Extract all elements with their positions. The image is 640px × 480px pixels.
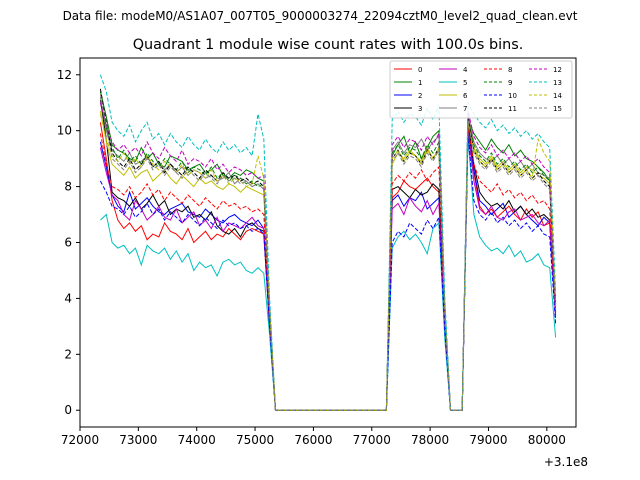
series-line-1 xyxy=(99,91,557,411)
legend-label: 2 xyxy=(418,92,422,100)
chart-title: Quadrant 1 module wise count rates with … xyxy=(133,37,524,53)
y-tick-label: 8 xyxy=(64,180,72,194)
series-line-11 xyxy=(99,88,557,411)
legend-label: 0 xyxy=(418,66,422,74)
series-line-4 xyxy=(99,130,557,411)
legend-label: 14 xyxy=(553,92,562,100)
x-tick-label: 80000 xyxy=(528,433,566,447)
series-line-2 xyxy=(99,130,557,411)
legend-label: 4 xyxy=(463,66,468,74)
legend-label: 6 xyxy=(463,92,468,100)
x-tick-label: 77000 xyxy=(353,433,391,447)
y-tick-label: 0 xyxy=(64,403,72,417)
legend-label: 12 xyxy=(553,66,562,74)
x-tick-label: 76000 xyxy=(294,433,332,447)
series-line-5 xyxy=(100,136,557,411)
legend-label: 10 xyxy=(508,92,517,100)
x-tick-label: 73000 xyxy=(119,433,157,447)
series-line-6 xyxy=(99,111,557,411)
figure-suptitle: Data file: modeM0/AS1A07_007T05_90000032… xyxy=(63,9,578,23)
x-offset-label: +3.1e8 xyxy=(544,455,588,469)
series-line-13 xyxy=(99,74,557,411)
x-tick-label: 78000 xyxy=(411,433,449,447)
x-tick-label: 79000 xyxy=(469,433,507,447)
legend-label: 1 xyxy=(418,79,422,87)
y-tick-label: 6 xyxy=(64,236,72,250)
x-tick-label: 75000 xyxy=(236,433,274,447)
legend-label: 7 xyxy=(463,105,467,113)
y-tick-label: 12 xyxy=(57,68,72,82)
legend-label: 13 xyxy=(553,79,562,87)
y-tick-label: 2 xyxy=(64,347,72,361)
x-axis: 72000 73000 74000 75000 76000 77000 78000 79000… xyxy=(61,427,566,447)
legend-box xyxy=(389,60,573,119)
y-tick-label: 4 xyxy=(64,291,72,305)
legend-label: 9 xyxy=(508,79,512,87)
series-line-14 xyxy=(99,113,557,411)
legend-label: 5 xyxy=(463,79,467,87)
legend-label: 8 xyxy=(508,66,512,74)
legend-label: 11 xyxy=(508,105,517,113)
series-lines xyxy=(99,74,557,411)
series-line-7 xyxy=(99,97,557,411)
legend-label: 3 xyxy=(418,105,422,113)
series-line-15 xyxy=(99,94,557,411)
x-tick-label: 74000 xyxy=(178,433,216,447)
legend-label: 15 xyxy=(553,105,562,113)
series-line-9 xyxy=(99,102,557,411)
y-axis: 0 2 4 6 8 10 12 xyxy=(57,68,80,417)
y-tick-label: 10 xyxy=(57,124,72,138)
x-tick-label: 72000 xyxy=(61,433,99,447)
